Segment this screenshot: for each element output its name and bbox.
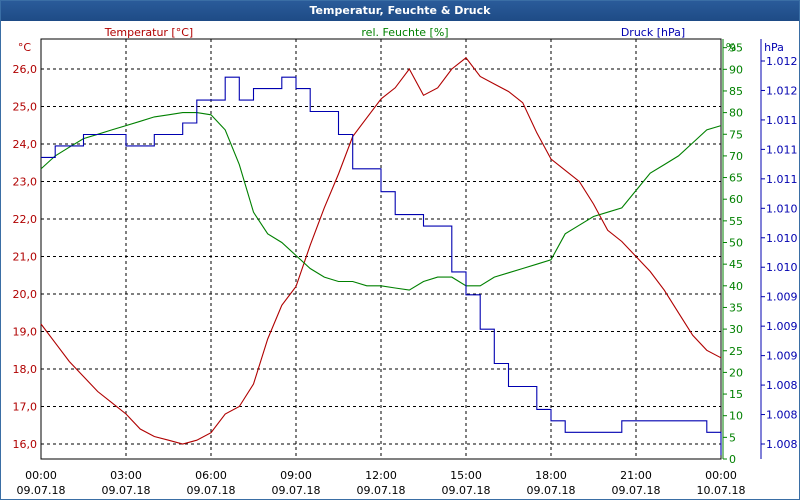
pressure-tick-label: 1.011 — [766, 143, 798, 156]
x-tick-time: 03:00 — [110, 469, 142, 482]
humidity-line — [40, 112, 722, 291]
temperature-tick-label: 19,0 — [13, 326, 38, 339]
pressure-unit: hPa — [764, 41, 784, 54]
pressure-tick-label: 1.009 — [766, 320, 798, 333]
humidity-tick-label: 85 — [729, 85, 743, 98]
pressure-tick-label: 1.010 — [766, 261, 798, 274]
humidity-tick-label: 95 — [729, 42, 743, 55]
humidity-tick-label: 55 — [729, 215, 743, 228]
temperature-tick-label: 25,0 — [13, 101, 38, 114]
temperature-tick-label: 16,0 — [13, 438, 38, 451]
humidity-tick-label: 30 — [729, 323, 743, 336]
temperature-tick-label: 18,0 — [13, 363, 38, 376]
humidity-tick-label: 5 — [729, 431, 736, 444]
humidity-tick-label: 15 — [729, 388, 743, 401]
pressure-tick-label: 1.012 — [766, 55, 798, 68]
humidity-tick-label: 10 — [729, 410, 743, 423]
pressure-tick-label: 1.011 — [766, 114, 798, 127]
temperature-tick-label: 26,0 — [13, 63, 38, 76]
x-tick-time: 06:00 — [195, 469, 227, 482]
x-tick-time: 21:00 — [620, 469, 652, 482]
humidity-tick-label: 40 — [729, 280, 743, 293]
humidity-tick-label: 45 — [729, 258, 743, 271]
temperature-tick-label: 22,0 — [13, 213, 38, 226]
x-tick-time: 00:00 — [25, 469, 57, 482]
x-tick-date: 09.07.18 — [527, 484, 576, 497]
x-tick-date: 09.07.18 — [357, 484, 406, 497]
pressure-line — [41, 76, 722, 456]
x-tick-time: 09:00 — [280, 469, 312, 482]
humidity-tick-label: 60 — [729, 193, 743, 206]
humidity-tick-label: 80 — [729, 107, 743, 120]
pressure-tick-label: 1.009 — [766, 350, 798, 363]
x-tick-time: 15:00 — [450, 469, 482, 482]
humidity-tick-label: 75 — [729, 128, 743, 141]
x-tick-date: 09.07.18 — [102, 484, 151, 497]
pressure-tick-label: 1.011 — [766, 173, 798, 186]
x-tick-time: 12:00 — [365, 469, 397, 482]
pressure-tick-label: 1.012 — [766, 84, 798, 97]
pressure-tick-label: 1.010 — [766, 202, 798, 215]
plot-area — [40, 38, 722, 460]
x-tick-time: 18:00 — [535, 469, 567, 482]
humidity-tick-label: 50 — [729, 237, 743, 250]
pressure-tick-label: 1.010 — [766, 232, 798, 245]
x-tick-date: 09.07.18 — [17, 484, 66, 497]
humidity-tick-label: 20 — [729, 366, 743, 379]
humidity-unit: % — [726, 41, 736, 54]
x-tick-time: 00:00 — [705, 469, 737, 482]
x-tick-date: 09.07.18 — [272, 484, 321, 497]
x-tick-date: 09.07.18 — [442, 484, 491, 497]
temperature-tick-label: 21,0 — [13, 251, 38, 264]
temperature-axis-title: Temperatur [°C] — [104, 26, 193, 39]
pressure-tick-label: 1.008 — [766, 438, 798, 451]
pressure-axis-title: Druck [hPa] — [621, 26, 685, 39]
humidity-tick-label: 70 — [729, 150, 743, 163]
x-tick-date: 09.07.18 — [187, 484, 236, 497]
humidity-axis-title: rel. Feuchte [%] — [361, 26, 448, 39]
chart-title: Temperatur, Feuchte & Druck — [1, 1, 799, 21]
humidity-tick-label: 35 — [729, 301, 743, 314]
temperature-unit: °C — [18, 41, 32, 54]
humidity-tick-label: 65 — [729, 172, 743, 185]
humidity-tick-label: 90 — [729, 63, 743, 76]
temperature-tick-label: 24,0 — [13, 138, 38, 151]
x-tick-date: 10.07.18 — [697, 484, 746, 497]
humidity-tick-label: 0 — [729, 453, 736, 466]
temperature-tick-label: 17,0 — [13, 401, 38, 414]
pressure-tick-label: 1.008 — [766, 379, 798, 392]
temperature-tick-label: 20,0 — [13, 288, 38, 301]
pressure-tick-label: 1.009 — [766, 291, 798, 304]
temperature-line — [40, 57, 722, 445]
pressure-tick-label: 1.008 — [766, 409, 798, 422]
humidity-tick-label: 25 — [729, 345, 743, 358]
x-tick-date: 09.07.18 — [612, 484, 661, 497]
temperature-tick-label: 23,0 — [13, 176, 38, 189]
